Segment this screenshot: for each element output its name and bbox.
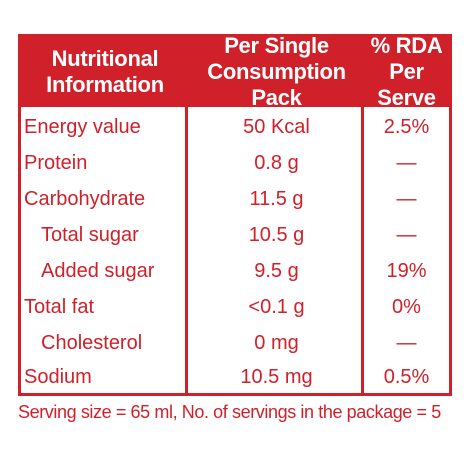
nutrient-name: Total sugar — [41, 223, 139, 246]
nutrient-name: Total fat — [24, 295, 95, 318]
table-header: Nutritional Information Per Single Consu… — [21, 33, 449, 110]
table-row: Cholesterol 0 mg — — [21, 325, 449, 361]
nutrient-value: 10.5 g — [248, 223, 305, 246]
nutrient-value: 50 Kcal — [243, 115, 310, 138]
table-row: Total fat <0.1 g 0% — [21, 289, 449, 325]
nutrient-value: 0.8 g — [254, 151, 299, 174]
nutrient-name: Carbohydrate — [24, 187, 146, 210]
nutrient-rda: 0% — [392, 295, 421, 318]
table-row: Carbohydrate 11.5 g — — [21, 181, 449, 217]
nutrient-value: 0 mg — [254, 331, 299, 354]
nutrition-table: Nutritional Information Per Single Consu… — [18, 33, 452, 396]
table-row: Protein 0.8 g — — [21, 145, 449, 181]
nutrient-rda: 0.5% — [383, 365, 430, 388]
nutrient-rda: 2.5% — [383, 115, 430, 138]
column-divider — [361, 37, 364, 393]
nutrient-rda: — — [396, 331, 417, 354]
nutrient-rda: — — [396, 223, 417, 246]
nutrient-name: Sodium — [24, 365, 92, 388]
table-row: Energy value 50 Kcal 2.5% — [21, 109, 449, 145]
serving-size-note: Serving size = 65 ml, No. of servings in… — [18, 402, 441, 422]
nutrient-value: <0.1 g — [248, 295, 305, 318]
header-rda-per-serve: % RDA Per Serve — [370, 33, 443, 110]
nutrient-rda: — — [396, 187, 417, 210]
nutrient-name: Energy value — [24, 115, 141, 138]
nutrient-name: Cholesterol — [41, 331, 143, 354]
table-row: Added sugar 9.5 g 19% — [21, 253, 449, 289]
table-row: Sodium 10.5 mg 0.5% — [21, 359, 449, 395]
nutrient-rda: 19% — [386, 259, 427, 282]
nutrient-value: 10.5 mg — [240, 365, 313, 388]
nutrient-value: 9.5 g — [254, 259, 299, 282]
header-nutritional-information: Nutritional Information — [46, 46, 164, 97]
nutrient-name: Protein — [24, 151, 88, 174]
nutrient-value: 11.5 g — [249, 187, 304, 210]
header-per-single-pack: Per Single Consumption Pack — [207, 33, 346, 110]
nutrient-rda: — — [396, 151, 417, 174]
column-divider — [185, 37, 188, 393]
nutrient-name: Added sugar — [41, 259, 155, 282]
table-row: Total sugar 10.5 g — — [21, 217, 449, 253]
